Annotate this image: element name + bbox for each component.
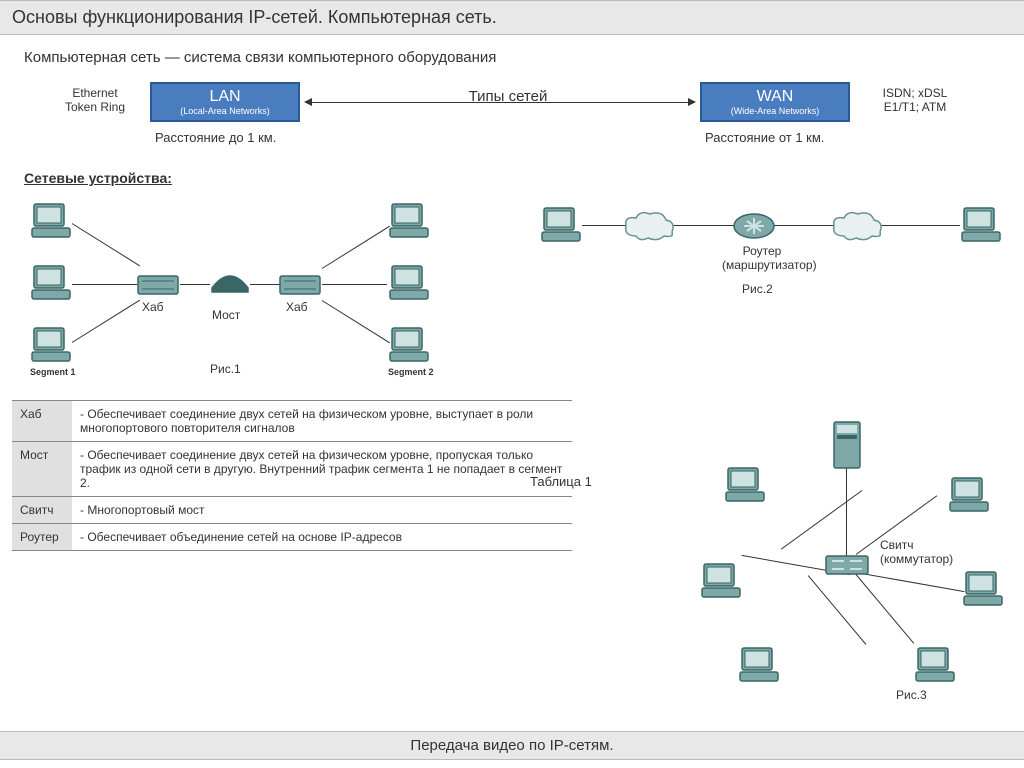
bridge-icon: [210, 268, 250, 294]
switch-label: Свитч(коммутатор): [880, 538, 953, 566]
segment2-label: Segment 2: [388, 367, 434, 377]
switch-icon: [824, 552, 870, 578]
table-row: Мост- Обеспечивает соединение двух сетей…: [12, 442, 572, 497]
fig1-caption: Рис.1: [210, 362, 241, 376]
hub-icon: [136, 274, 180, 296]
pc-icon: [962, 570, 1004, 608]
wan-side-label: ISDN; xDSLE1/T1; ATM: [865, 86, 965, 114]
lan-side-label: EthernetToken Ring: [50, 86, 140, 114]
wan-box: WAN (Wide-Area Networks): [700, 82, 850, 122]
wan-distance: Расстояние от 1 км.: [705, 130, 824, 145]
devices-header: Сетевые устройства:: [24, 170, 1024, 186]
pc-icon: [948, 476, 990, 514]
hub-label-2: Хаб: [286, 300, 308, 314]
router-label: Роутер(маршрутизатор): [722, 244, 802, 272]
pc-icon: [388, 326, 430, 364]
footer-bar: Передача видео по IP-сетям.: [0, 731, 1024, 760]
pc-icon: [30, 326, 72, 364]
table-title: Таблица 1: [530, 474, 592, 489]
fig3-caption: Рис.3: [896, 688, 927, 702]
diagrams-row: Хаб Мост Хаб Segment 1 Segment 2 Рис.1 Р…: [10, 192, 1014, 392]
network-types-row: EthernetToken Ring LAN (Local-Area Netwo…: [10, 80, 1014, 170]
pc-icon: [540, 206, 582, 244]
pc-icon: [700, 562, 742, 600]
lan-box: LAN (Local-Area Networks): [150, 82, 300, 122]
devices-table: Хаб- Обеспечивает соединение двух сетей …: [12, 400, 572, 551]
router-icon: [732, 212, 776, 240]
fig2-caption: Рис.2: [742, 282, 773, 296]
lan-distance: Расстояние до 1 км.: [155, 130, 276, 145]
bridge-label: Мост: [212, 308, 240, 322]
fig3-area: Свитч(коммутатор) Рис.3: [706, 420, 1006, 700]
pc-icon: [914, 646, 956, 684]
pc-icon: [388, 264, 430, 302]
cloud-icon: [622, 208, 676, 242]
pc-icon: [738, 646, 780, 684]
cloud-icon: [830, 208, 884, 242]
subtitle: Компьютерная сеть — система связи компью…: [24, 49, 1024, 66]
pc-icon: [388, 202, 430, 240]
hub-label: Хаб: [142, 300, 164, 314]
segment1-label: Segment 1: [30, 367, 76, 377]
pc-icon: [30, 264, 72, 302]
table-row: Хаб- Обеспечивает соединение двух сетей …: [12, 401, 572, 442]
hub-icon: [278, 274, 322, 296]
table-row: Роутер- Обеспечивает объединение сетей н…: [12, 524, 572, 551]
pc-icon: [724, 466, 766, 504]
pc-icon: [30, 202, 72, 240]
pc-icon: [960, 206, 1002, 244]
page-title: Основы функционирования IP-сетей. Компью…: [0, 0, 1024, 35]
table-row: Свитч- Многопортовый мост: [12, 497, 572, 524]
types-center-label: Типы сетей: [448, 88, 568, 105]
server-icon: [832, 420, 862, 470]
